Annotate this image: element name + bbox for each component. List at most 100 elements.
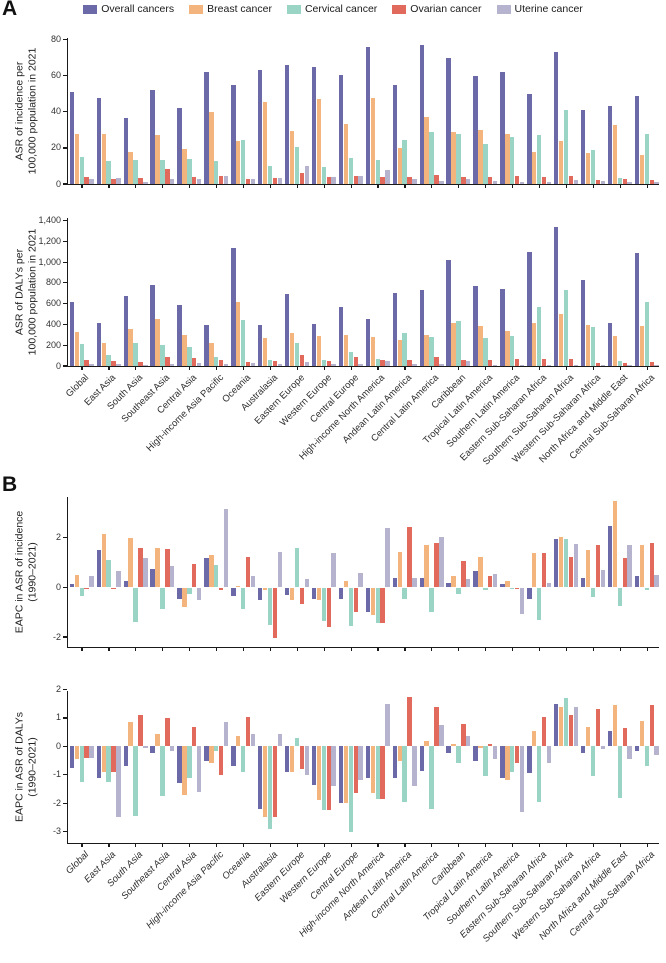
bar (74, 746, 79, 760)
bar (424, 545, 429, 588)
bar (294, 737, 300, 747)
y-axis-line (67, 691, 69, 843)
bar (245, 362, 251, 366)
bar (446, 582, 451, 588)
bar (446, 746, 451, 754)
bar (160, 746, 165, 797)
bar (590, 746, 596, 777)
bar (165, 356, 170, 366)
bar (627, 182, 632, 184)
bar (353, 746, 358, 794)
bar (519, 587, 525, 614)
bar (392, 293, 397, 366)
bar (204, 746, 209, 761)
bar (331, 176, 336, 184)
bar (338, 306, 344, 366)
bar (187, 346, 192, 366)
legend-label: Overall cancers (101, 3, 175, 15)
bar (165, 549, 170, 588)
bar (316, 99, 322, 184)
x-tick-mark (592, 843, 594, 847)
bar (434, 706, 439, 747)
x-tick-mark (242, 843, 245, 847)
bar (600, 181, 605, 184)
bar (143, 182, 148, 184)
x-tick-mark (216, 843, 218, 847)
y-tick-mark (62, 344, 67, 346)
bar (590, 587, 596, 598)
bar (143, 746, 148, 748)
x-tick-mark (323, 366, 325, 370)
bar (573, 706, 579, 747)
x-tick-mark (135, 647, 137, 651)
bar (375, 159, 380, 184)
bar (546, 582, 552, 588)
bar (466, 736, 471, 747)
bar (500, 72, 505, 184)
bar (284, 294, 290, 366)
bar (654, 182, 659, 184)
bar (240, 139, 246, 184)
bar (316, 587, 322, 600)
y-tick-label: 1 (55, 712, 61, 723)
y-tick-label: -3 (52, 826, 61, 837)
bar (311, 746, 317, 785)
bar (585, 550, 591, 588)
bar (79, 344, 84, 366)
bar (407, 696, 412, 747)
bar (510, 335, 515, 366)
bar (532, 730, 537, 747)
bar (209, 342, 214, 366)
bar (321, 360, 327, 366)
panel-b-label: B (2, 473, 18, 496)
bar (622, 727, 627, 747)
bar (101, 746, 106, 772)
y-tick-mark (62, 39, 67, 41)
x-tick-mark (431, 184, 433, 188)
bar (258, 325, 263, 366)
x-tick-mark (619, 647, 621, 651)
bar (155, 135, 160, 184)
x-tick-mark (377, 843, 379, 847)
x-tick-mark (162, 184, 164, 188)
x-tick-mark (81, 184, 83, 188)
bar (123, 581, 128, 588)
bar (466, 178, 471, 184)
bar (541, 176, 547, 184)
bar (365, 319, 371, 366)
x-tick-mark (189, 366, 191, 370)
bar (84, 587, 89, 589)
bar (536, 307, 542, 366)
bar (133, 343, 138, 366)
bar (627, 746, 632, 760)
bar (407, 359, 412, 366)
bar (492, 746, 498, 760)
bar (353, 175, 358, 184)
x-tick-mark (189, 184, 191, 188)
bar (116, 571, 121, 588)
bar (627, 364, 632, 366)
x-tick-mark (592, 184, 594, 188)
bar (133, 587, 138, 623)
bar (258, 746, 263, 809)
x-tick-mark (81, 366, 83, 370)
bar (267, 746, 273, 829)
bar (69, 301, 75, 366)
bar (451, 131, 456, 184)
bar (505, 330, 510, 366)
bar (128, 328, 133, 366)
y-tick-label: 0 (55, 740, 61, 751)
bar (348, 157, 353, 184)
bar (375, 746, 380, 799)
bar (461, 176, 466, 184)
bar (209, 111, 214, 184)
bar (580, 577, 586, 588)
bar (74, 575, 79, 588)
bar (294, 547, 300, 588)
y-axis-title-line1: ASR of DALYs per (13, 248, 26, 336)
y-tick-label: 0 (55, 581, 61, 592)
x-tick-mark (458, 843, 460, 847)
bar (304, 746, 309, 775)
bar (456, 587, 461, 594)
x-tick-mark (269, 184, 271, 188)
